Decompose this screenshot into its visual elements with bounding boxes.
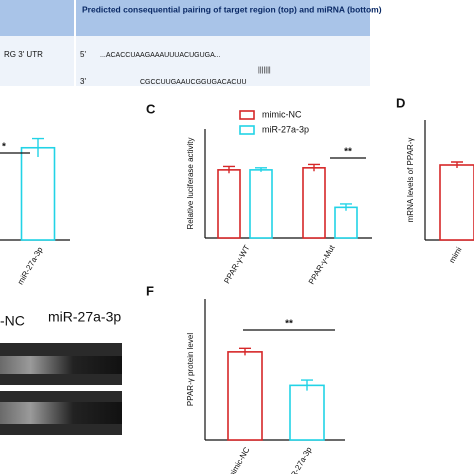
significance: ** (285, 319, 293, 330)
error-bar (239, 347, 251, 356)
x-tick-label: miR-27a-3p (16, 245, 45, 286)
blot-band (0, 356, 122, 374)
panel-label: C (146, 101, 156, 116)
y-axis-label: Relative luciferase activity (186, 137, 195, 229)
error-bar (340, 203, 352, 211)
legend-swatch (239, 125, 255, 135)
pairing: ||||||| (258, 67, 271, 74)
bar (439, 164, 474, 241)
legend-swatch (239, 110, 255, 120)
bar (249, 169, 273, 239)
x-tick-label: PPAR-γ-WT (222, 243, 251, 285)
bar (227, 351, 263, 441)
bar (289, 384, 325, 441)
panel-label: D (396, 95, 405, 110)
panel-label: F (146, 283, 154, 298)
significance: * (2, 142, 6, 153)
end-label: 3' (80, 77, 86, 86)
error-bar (451, 161, 463, 168)
table-body-bg (0, 36, 370, 86)
table-header-bg (0, 0, 370, 36)
blot-band (0, 402, 122, 424)
lane-label: -NC (0, 313, 25, 329)
error-bar (32, 137, 44, 157)
lane-label: miR-27a-3p (48, 309, 121, 325)
x-tick-label: mimic-NC (226, 445, 251, 474)
error-bar (255, 167, 267, 172)
table-header: Predicted consequential pairing of targe… (82, 4, 382, 14)
sequence: CGCCUUGAAUCGGUGACACUU (140, 79, 247, 86)
end-label: 5' (80, 50, 86, 59)
bar (334, 206, 358, 239)
error-bar (223, 165, 235, 174)
sequence: ...ACACCUAAGAAAUUUACUGUGA... (100, 52, 221, 59)
bar (217, 169, 241, 239)
x-tick-label: miR-27a-3p (285, 445, 314, 474)
gene-label: RG 3' UTR (4, 50, 43, 59)
bar (302, 167, 326, 239)
x-tick-label: PPAR-γ-Mut (307, 243, 337, 286)
legend-label: mimic-NC (262, 109, 302, 119)
error-bar (308, 163, 320, 172)
y-axis-label: PPAR-γ protein level (186, 333, 195, 406)
significance: ** (344, 147, 352, 158)
error-bar (301, 379, 313, 391)
y-axis-label: mRNA levels of PPAR-γ (406, 138, 415, 223)
legend-label: miR-27a-3p (262, 124, 309, 134)
bar (20, 146, 56, 241)
x-tick-label: mimi (447, 245, 463, 264)
